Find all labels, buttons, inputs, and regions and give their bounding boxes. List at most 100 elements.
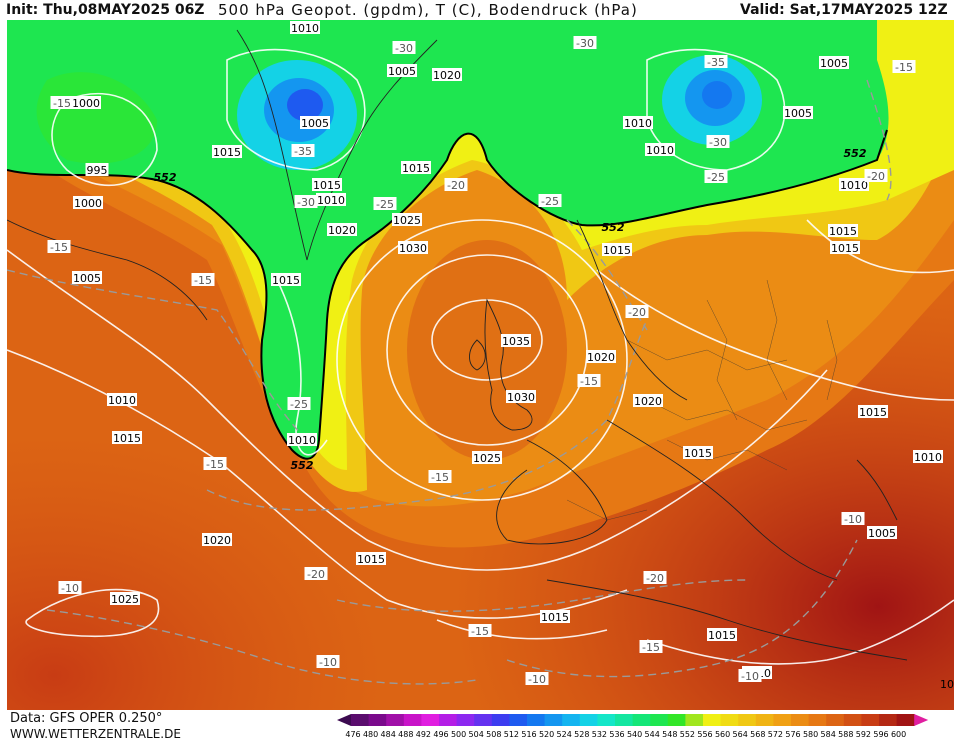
pressure-label-text: 1005 [820, 57, 848, 70]
coastlines [7, 29, 908, 661]
pressure-label-text: 1005 [301, 117, 329, 130]
temperature-label: -20 [864, 169, 888, 183]
pressure-label-text: 1010 [840, 179, 868, 192]
temperature-label-text: -15 [431, 471, 449, 484]
pressure-label: 1025 [110, 592, 140, 606]
pressure-label: 1015 [271, 273, 301, 287]
temperature-label-text: -25 [376, 198, 394, 211]
legend-value: 568 [750, 730, 765, 739]
pressure-label: 1015 [858, 405, 888, 419]
temperature-label: -25 [373, 197, 397, 211]
pressure-label: 1035 [501, 334, 531, 348]
geopotential-label: 552 [602, 221, 625, 234]
pressure-label: 1025 [472, 451, 502, 465]
pressure-label: 1005 [387, 64, 417, 78]
temperature-label: -35 [704, 55, 728, 69]
temperature-label-text: -35 [707, 56, 725, 69]
legend-value: 524 [557, 730, 572, 739]
legend-swatch [650, 714, 669, 726]
temperature-label-text: -15 [895, 61, 913, 74]
legend-swatch [456, 714, 475, 726]
pressure-label-text: 1020 [203, 534, 231, 547]
legend-scale: 476 480 484 488 492 496 500 504 508 512 516 520 524 5… [337, 714, 929, 739]
temperature-label-text: -15 [53, 97, 71, 110]
pressure-label: 1010 [623, 116, 653, 130]
temperature-label: -25 [538, 194, 562, 208]
legend-value: 564 [733, 730, 748, 739]
temperature-label: -30 [573, 36, 597, 50]
pressure-label-text: 1015 [213, 146, 241, 159]
pressure-label-text: 1015 [541, 611, 569, 624]
pressure-label: 1015 [602, 243, 632, 257]
temperature-label: -10 [841, 512, 865, 526]
pressure-label: 1020 [432, 68, 462, 82]
pressure-label: 1005 [72, 271, 102, 285]
legend-swatch [439, 714, 458, 726]
pressure-label-text: 1010 [288, 434, 316, 447]
pressure-label-text: 1000 [72, 97, 100, 110]
temperature-label-text: -15 [580, 375, 598, 388]
temperature-label-text: -25 [707, 171, 725, 184]
pressure-label: 1010 [316, 193, 346, 207]
pressure-label-text: 1020 [433, 69, 461, 82]
pressure-label: 1015 [707, 628, 737, 642]
legend-swatch [351, 714, 370, 726]
pressure-label: 1015 [401, 161, 431, 175]
temperature-label: -15 [50, 96, 74, 110]
temperature-label: -20 [444, 178, 468, 192]
pressure-labels: 1010 1005 1020 1005 1000 995 1015 1015 1010 1015 1… [71, 21, 943, 680]
field-green-light [36, 72, 157, 164]
legend-value: 540 [627, 730, 642, 739]
temperature-label-text: -15 [194, 274, 212, 287]
legend-swatch [403, 714, 422, 726]
temperature-label: -30 [392, 41, 416, 55]
temperature-label: -25 [287, 397, 311, 411]
pressure-label: 1015 [683, 446, 713, 460]
pressure-label-text: 1030 [507, 391, 535, 404]
pressure-label: 1010 [913, 450, 943, 464]
legend-value: 520 [539, 730, 554, 739]
pressure-label: 1015 [312, 178, 342, 192]
pressure-label: 1020 [633, 394, 663, 408]
temperature-label-text: -25 [541, 195, 559, 208]
cold-core-greenland-deep [287, 89, 323, 121]
data-source: Data: GFS OPER 0.250° [10, 711, 163, 726]
isobars [7, 48, 954, 665]
pressure-label-text: 1015 [859, 406, 887, 419]
pressure-label: 1020 [327, 223, 357, 237]
map-title: 500 hPa Geopot. (gpdm), T (C), Bodendruc… [218, 1, 638, 19]
pressure-label-text: 1015 [357, 553, 385, 566]
temperature-label: -15 [639, 640, 663, 654]
legend-value: 552 [680, 730, 695, 739]
legend-swatch [632, 714, 651, 726]
legend-swatch [474, 714, 493, 726]
pressure-label: 1030 [506, 390, 536, 404]
pressure-label: 1020 [586, 350, 616, 364]
legend-swatch [667, 714, 686, 726]
pressure-label-text: 1015 [402, 162, 430, 175]
temperature-label: -30 [706, 135, 730, 149]
legend-swatch [509, 714, 528, 726]
legend-value: 480 [363, 730, 378, 739]
legend-swatch [386, 714, 405, 726]
legend-swatch [791, 714, 810, 726]
pressure-label-text: 1015 [831, 242, 859, 255]
temperature-label-text: -25 [290, 398, 308, 411]
pressure-label: 1000 [73, 196, 103, 210]
legend-value: 496 [433, 730, 448, 739]
pressure-label: 1010 [839, 178, 869, 192]
pressure-label-text: 1010 [317, 194, 345, 207]
temperature-label-text: -20 [867, 170, 885, 183]
temperature-label-text: -30 [576, 37, 594, 50]
legend-swatch [896, 714, 915, 726]
legend-swatch [843, 714, 862, 726]
temperature-label: -25 [704, 170, 728, 184]
legend-swatch [720, 714, 739, 726]
legend-value: 548 [662, 730, 677, 739]
legend-swatch [421, 714, 440, 726]
temperature-label: -10 [525, 672, 549, 686]
site-url: WWW.WETTERZENTRALE.DE [10, 727, 181, 741]
legend-value: 572 [768, 730, 783, 739]
ridge-core [407, 240, 567, 460]
valid-time: Valid: Sat,17MAY2025 12Z [740, 2, 948, 18]
